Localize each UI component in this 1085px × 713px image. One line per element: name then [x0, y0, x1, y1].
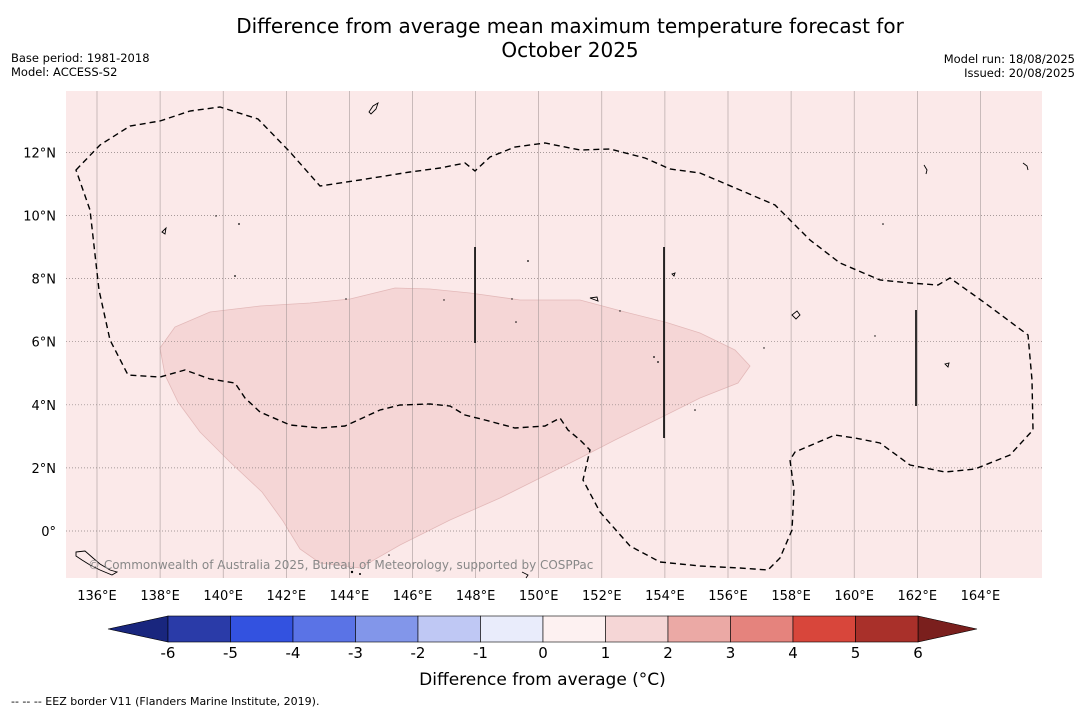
islet — [874, 335, 876, 337]
base-period-text: Base period: 1981-2018 — [11, 51, 150, 65]
island-kosrae — [944, 362, 950, 368]
colorbar-tick-label: 5 — [851, 644, 861, 662]
y-tick-label: 8°N — [32, 273, 57, 288]
colorbar-tick-label: -3 — [348, 644, 363, 662]
colorbar-tick-label: -4 — [286, 644, 301, 662]
colorbar-segment — [355, 615, 419, 643]
island-chuuk — [589, 296, 599, 302]
footnote: -- -- -- EEZ border V11 (Flanders Marine… — [11, 695, 320, 708]
island-north-west — [161, 226, 167, 235]
colorbar-tick-label: 1 — [601, 644, 611, 662]
x-tick-label: 144°E — [330, 589, 370, 604]
y-tick-label: 0° — [41, 525, 56, 540]
island-png — [75, 550, 119, 576]
island-pohnpei — [791, 310, 801, 320]
colorbar-segment — [542, 615, 606, 643]
islet — [359, 573, 361, 575]
model-run-info: Model run: 18/08/2025 Issued: 20/08/2025 — [944, 52, 1075, 80]
x-tick-label: 162°E — [898, 589, 938, 604]
x-tick-label: 158°E — [771, 589, 811, 604]
eez-border — [75, 106, 1034, 571]
colorbar-under-extension — [107, 615, 169, 643]
x-tick-label: 136°E — [77, 589, 117, 604]
colorbar-tick-label: 6 — [913, 644, 923, 662]
colorbar-segment — [730, 615, 794, 643]
y-tick-label: 6°N — [32, 336, 57, 351]
islands — [75, 101, 1029, 579]
base-period-info: Base period: 1981-2018 Model: ACCESS-S2 — [11, 51, 150, 79]
colorbar-tick-label: -6 — [161, 644, 176, 662]
colorbar-segment — [480, 615, 544, 643]
island-guam — [368, 101, 379, 115]
colorbar-segment — [417, 615, 481, 643]
y-tick-label: 10°N — [23, 210, 56, 225]
x-tick-label: 146°E — [393, 589, 433, 604]
colorbar: -6 -5 -4 -3 -2 -1 0 1 2 3 4 5 6 — [107, 615, 978, 662]
islet — [511, 298, 513, 300]
colorbar-tick-label: 3 — [726, 644, 736, 662]
colorbar-tick-label: -5 — [223, 644, 238, 662]
islet — [657, 361, 659, 363]
island-south — [521, 571, 529, 579]
islet — [882, 223, 884, 225]
islet — [234, 275, 236, 277]
x-tick-label: 152°E — [582, 589, 622, 604]
x-tick-label: 154°E — [645, 589, 685, 604]
x-tick-label: 142°E — [267, 589, 307, 604]
model-run-text: Model run: 18/08/2025 — [943, 52, 1075, 66]
islet — [619, 310, 621, 312]
islet — [443, 299, 445, 301]
x-tick-label: 148°E — [456, 589, 496, 604]
issued-text: Issued: 20/08/2025 — [964, 66, 1075, 80]
colorbar-segment — [230, 615, 294, 643]
colorbar-segment — [167, 615, 231, 643]
islet — [388, 554, 390, 556]
islet — [345, 298, 347, 300]
colorbar-title: Difference from average (°C) — [419, 670, 666, 690]
islet — [215, 215, 217, 217]
colorbar-over-extension — [917, 615, 978, 643]
islet — [763, 347, 765, 349]
colorbar-segment — [667, 615, 731, 643]
anomaly-region-2-3 — [159, 287, 751, 569]
x-tick-label: 160°E — [834, 589, 874, 604]
island-ne-2 — [923, 164, 928, 175]
copyright-text: © Commonwealth of Australia 2025, Bureau… — [88, 558, 593, 572]
x-tick-label: 150°E — [519, 589, 559, 604]
colorbar-tick-label: 2 — [663, 644, 673, 662]
islet — [515, 321, 517, 323]
colorbar-segment — [605, 615, 669, 643]
colorbar-tick-label: -1 — [473, 644, 488, 662]
y-tick-label: 4°N — [32, 399, 57, 414]
colorbar-tick-label: -2 — [411, 644, 426, 662]
islet — [238, 223, 240, 225]
x-tick-label: 156°E — [708, 589, 748, 604]
y-tick-label: 12°N — [23, 146, 56, 161]
x-axis-labels: 136°E 138°E 140°E 142°E 144°E 146°E 148°E 150°E… — [77, 589, 1000, 604]
map-title: Difference from average mean maximum tem… — [180, 14, 960, 62]
y-axis-labels: 12°N 10°N 8°N 6°N 4°N 2°N 0° — [23, 146, 56, 540]
islet — [527, 260, 529, 262]
islet — [350, 570, 354, 574]
island-ne-1 — [1022, 162, 1029, 171]
x-tick-label: 140°E — [203, 589, 243, 604]
islet — [653, 356, 655, 358]
colorbar-segment — [792, 615, 856, 643]
islets — [215, 215, 884, 575]
x-tick-label: 164°E — [961, 589, 1001, 604]
map-title-line1: Difference from average mean maximum tem… — [236, 14, 904, 38]
island-small-1 — [671, 272, 676, 277]
model-text: Model: ACCESS-S2 — [11, 65, 118, 79]
map-title-line2: October 2025 — [501, 38, 639, 62]
colorbar-tick-label: 0 — [538, 644, 548, 662]
x-tick-label: 138°E — [140, 589, 180, 604]
y-tick-label: 2°N — [32, 462, 57, 477]
colorbar-segment — [292, 615, 356, 643]
islet — [694, 409, 696, 411]
colorbar-segment — [855, 615, 919, 643]
colorbar-tick-label: 4 — [788, 644, 798, 662]
